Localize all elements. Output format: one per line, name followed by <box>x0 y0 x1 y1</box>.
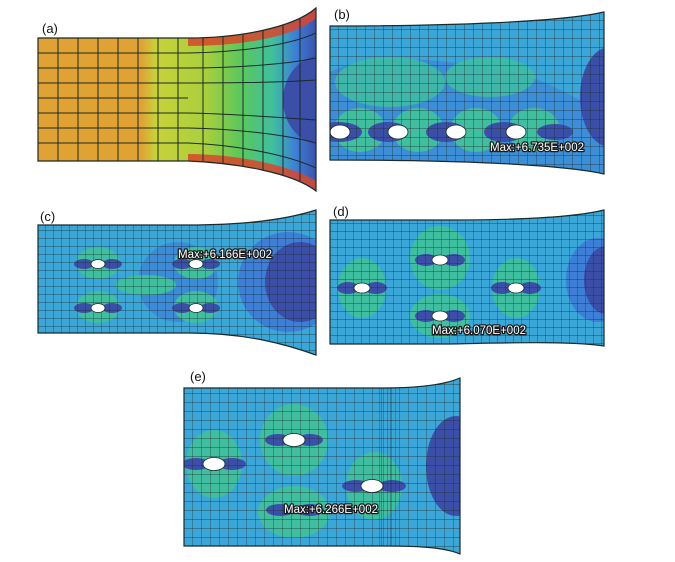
panel-b-max-label: Max:+6.735E+002 <box>490 142 584 154</box>
panel-b-field <box>330 12 604 174</box>
panel-b-svg: Max:+6.735E+002 <box>329 11 605 175</box>
panel-a-field <box>38 8 316 191</box>
panel-e-label: (e) <box>190 369 206 384</box>
panel-a-label: (a) <box>42 21 58 36</box>
panel-d-contour-plot: Max:+6.070E+002 <box>329 208 606 348</box>
panel-a-mesh <box>38 13 316 186</box>
panel-a-contour-plot <box>37 6 318 193</box>
panel-e-holes <box>202 433 384 493</box>
panel-c-svg: Max:+6.166E+002 <box>37 209 317 356</box>
panel-d-max-label: Max:+6.070E+002 <box>432 325 526 337</box>
panel-d-holes <box>353 254 525 322</box>
panel-e-svg: Max:+6.266E+002 <box>183 377 461 555</box>
panel-c-field <box>38 210 316 355</box>
panel-d-field <box>330 210 604 346</box>
panel-e-contour-plot: Max:+6.266E+002 <box>183 376 464 555</box>
panel-c-label: (c) <box>40 209 56 224</box>
panel-e-max-label: Max:+6.266E+002 <box>284 504 378 516</box>
panel-b-contour-plot: Max:+6.735E+002 <box>329 11 606 175</box>
panel-b-label: (b) <box>334 7 350 22</box>
panel-e-field <box>184 378 460 554</box>
panel-b-holes <box>330 124 527 140</box>
panel-a-svg <box>37 6 317 193</box>
panel-c-holes <box>90 259 204 313</box>
panel-d-label: (d) <box>333 204 349 219</box>
panel-d-svg: Max:+6.070E+002 <box>329 209 605 347</box>
panel-c-max-label: Max:+6.166E+002 <box>178 249 272 261</box>
panel-c-contour-plot: Max:+6.166E+002 <box>37 207 318 357</box>
